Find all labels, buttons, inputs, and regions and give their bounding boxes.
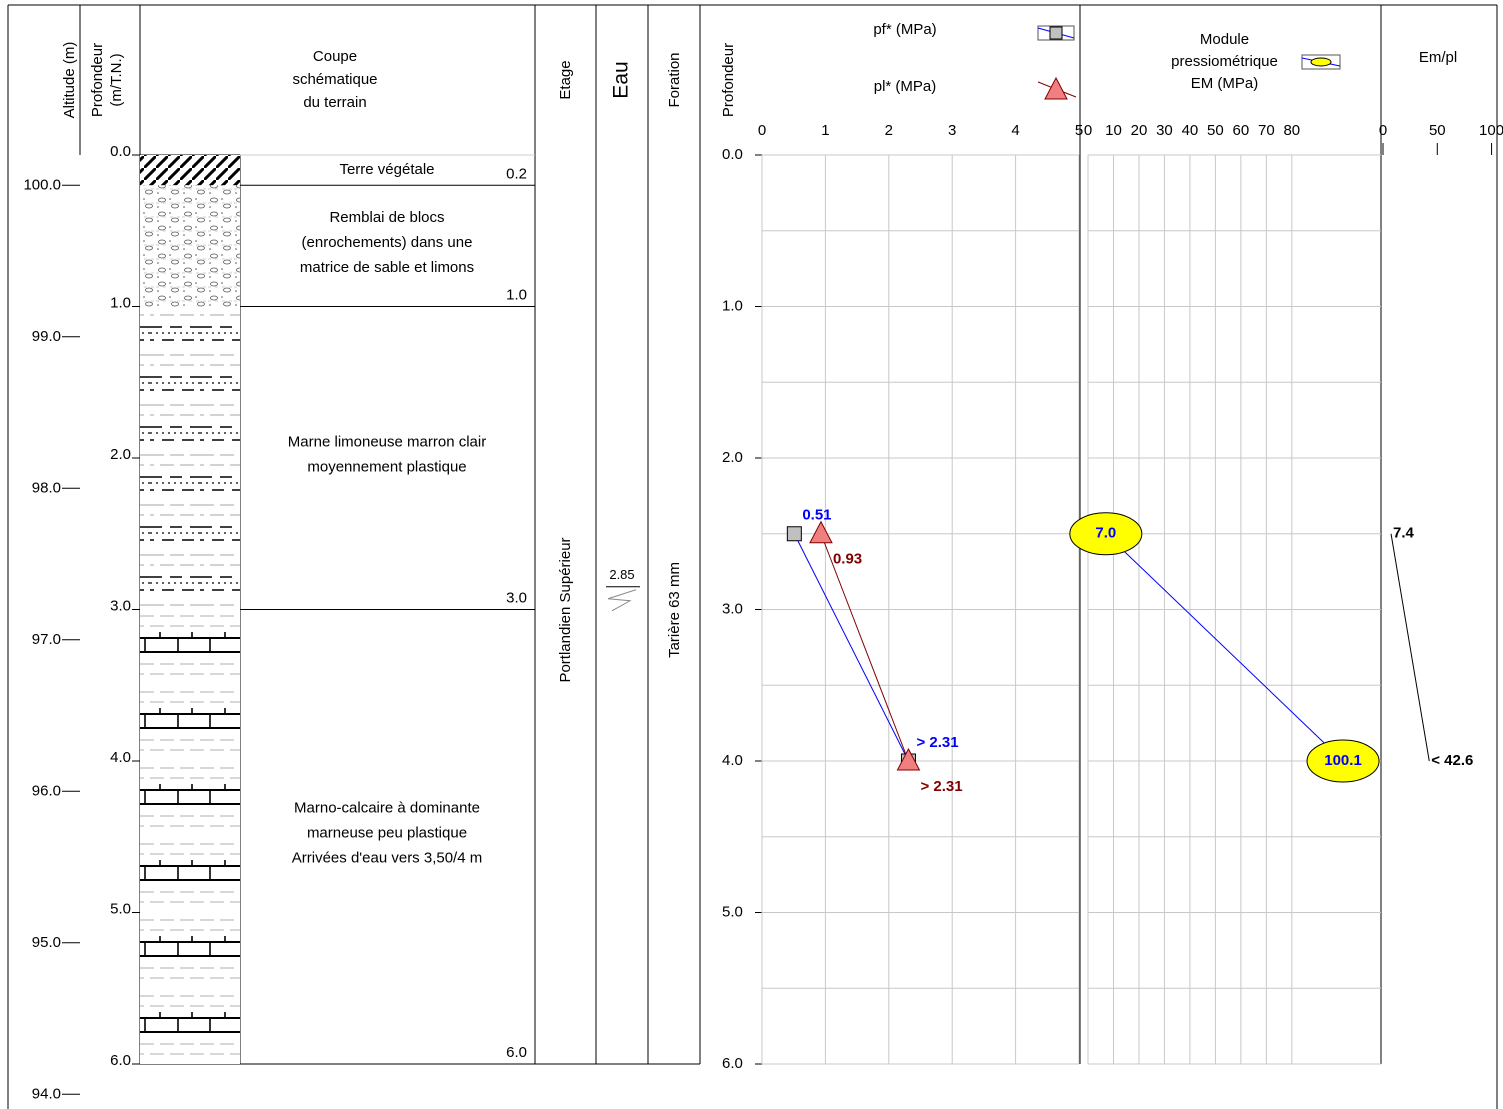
chart-title: Module xyxy=(1200,31,1249,48)
x-tick-label: 3 xyxy=(948,122,956,139)
legend-icon-em xyxy=(1301,54,1341,70)
value-label: 0.51 xyxy=(802,507,831,524)
header-section: Coupe xyxy=(313,48,357,65)
layer-description: matrice de sable et limons xyxy=(300,259,474,276)
layer-description: (enrochements) dans une xyxy=(302,234,473,251)
chart-title: pressiométrique xyxy=(1171,53,1278,70)
value-label: 100.1 xyxy=(1324,752,1362,769)
value-label: < 42.6 xyxy=(1431,752,1473,769)
header-water: Eau xyxy=(610,61,633,98)
altitude-tick-label: 97.0 xyxy=(32,631,61,648)
depth-tick-label: 3.0 xyxy=(110,597,131,614)
depth-tick-label: 4.0 xyxy=(722,752,743,769)
depth-tick-label: 5.0 xyxy=(722,903,743,920)
series-line xyxy=(793,533,909,762)
drilling-label: Tarière 63 mm xyxy=(666,562,683,658)
value-label: > 2.31 xyxy=(916,734,958,751)
depth-tick-label: 4.0 xyxy=(110,749,131,766)
legend-icon-pl xyxy=(1037,76,1077,100)
layer-description: marneuse peu plastique xyxy=(307,825,467,842)
depth-tick-label: 1.0 xyxy=(110,294,131,311)
stage-label: Portlandien Supérieur xyxy=(557,537,574,682)
value-label: 0.93 xyxy=(833,551,862,568)
x-tick-label: 50 xyxy=(1429,122,1446,139)
depth-tick-label: 6.0 xyxy=(722,1055,743,1072)
series-line xyxy=(820,533,909,762)
depth-tick-label: 6.0 xyxy=(110,1052,131,1069)
water-level-label: 2.85 xyxy=(609,567,634,582)
series-line xyxy=(1390,533,1430,762)
depth-tick-label: 1.0 xyxy=(722,297,743,314)
layer-bottom-label: 1.0 xyxy=(506,286,527,303)
depth-tick-label: 2.0 xyxy=(110,446,131,463)
chart-title: Em/pl xyxy=(1419,49,1457,66)
x-tick-label: 5 xyxy=(1075,122,1083,139)
pl-marker xyxy=(809,520,833,544)
x-tick-label: 30 xyxy=(1156,122,1173,139)
depth-tick-label: 5.0 xyxy=(110,900,131,917)
header-depth: Profondeur xyxy=(89,43,106,117)
value-label: 7.4 xyxy=(1393,525,1415,542)
legend-icon-pf xyxy=(1037,25,1075,41)
value-label: 7.0 xyxy=(1095,525,1116,542)
altitude-tick-label: 100.0 xyxy=(23,176,61,193)
altitude-tick-label: 94.0 xyxy=(32,1085,61,1102)
header-depth: (m/T.N.) xyxy=(108,53,125,106)
em-marker xyxy=(1306,739,1380,783)
x-tick-label: 100 xyxy=(1479,122,1503,139)
x-tick-label: 1 xyxy=(821,122,829,139)
legend-label: pl* (MPa) xyxy=(874,78,937,95)
x-tick-label: 80 xyxy=(1283,122,1300,139)
layer-pattern xyxy=(140,185,240,307)
header-section: du terrain xyxy=(303,94,366,111)
x-tick-label: 2 xyxy=(885,122,893,139)
x-tick-label: 0 xyxy=(1379,122,1387,139)
legend-label: pf* (MPa) xyxy=(873,21,936,38)
em-marker xyxy=(1069,512,1143,556)
layer-description: Marne limoneuse marron clair xyxy=(288,433,486,450)
header-altitude: Altitude (m) xyxy=(61,42,78,119)
layer-pattern xyxy=(140,609,240,1064)
x-tick-label: 60 xyxy=(1233,122,1250,139)
x-tick-label: 0 xyxy=(758,122,766,139)
x-tick-label: 4 xyxy=(1011,122,1019,139)
pl-marker xyxy=(896,747,921,771)
chart-title: EM (MPa) xyxy=(1191,75,1259,92)
x-tick-label: 0 xyxy=(1084,122,1092,139)
layer-description: Marno-calcaire à dominante xyxy=(294,800,480,817)
header-depth-right: Profondeur xyxy=(720,43,737,117)
layer-description: Remblai de blocs xyxy=(329,209,444,226)
value-label: > 2.31 xyxy=(920,778,962,795)
layer-pattern xyxy=(140,306,240,610)
x-tick-label: 70 xyxy=(1258,122,1275,139)
layer-bottom-label: 6.0 xyxy=(506,1044,527,1061)
x-tick-label: 10 xyxy=(1105,122,1122,139)
altitude-tick-label: 95.0 xyxy=(32,934,61,951)
header-drilling: Foration xyxy=(666,52,683,107)
altitude-tick-label: 99.0 xyxy=(32,328,61,345)
altitude-tick-label: 98.0 xyxy=(32,479,61,496)
depth-tick-label: 0.0 xyxy=(110,143,131,160)
layer-description: moyennement plastique xyxy=(307,458,466,475)
header-section: schématique xyxy=(292,71,377,88)
series-line xyxy=(1105,533,1344,762)
water-level-symbol xyxy=(607,589,637,612)
layer-bottom-label: 0.2 xyxy=(506,165,527,182)
layer-description: Terre végétale xyxy=(339,161,434,178)
x-tick-label: 40 xyxy=(1182,122,1199,139)
layer-description: Arrivées d'eau vers 3,50/4 m xyxy=(292,850,482,867)
depth-tick-label: 0.0 xyxy=(722,146,743,163)
x-tick-label: 50 xyxy=(1207,122,1224,139)
layer-bottom-label: 3.0 xyxy=(506,589,527,606)
header-stage: Etage xyxy=(557,60,574,99)
depth-tick-label: 3.0 xyxy=(722,600,743,617)
x-tick-label: 20 xyxy=(1131,122,1148,139)
layer-pattern xyxy=(140,155,240,186)
depth-tick-label: 2.0 xyxy=(722,449,743,466)
altitude-tick-label: 96.0 xyxy=(32,782,61,799)
pf-marker xyxy=(786,526,802,542)
